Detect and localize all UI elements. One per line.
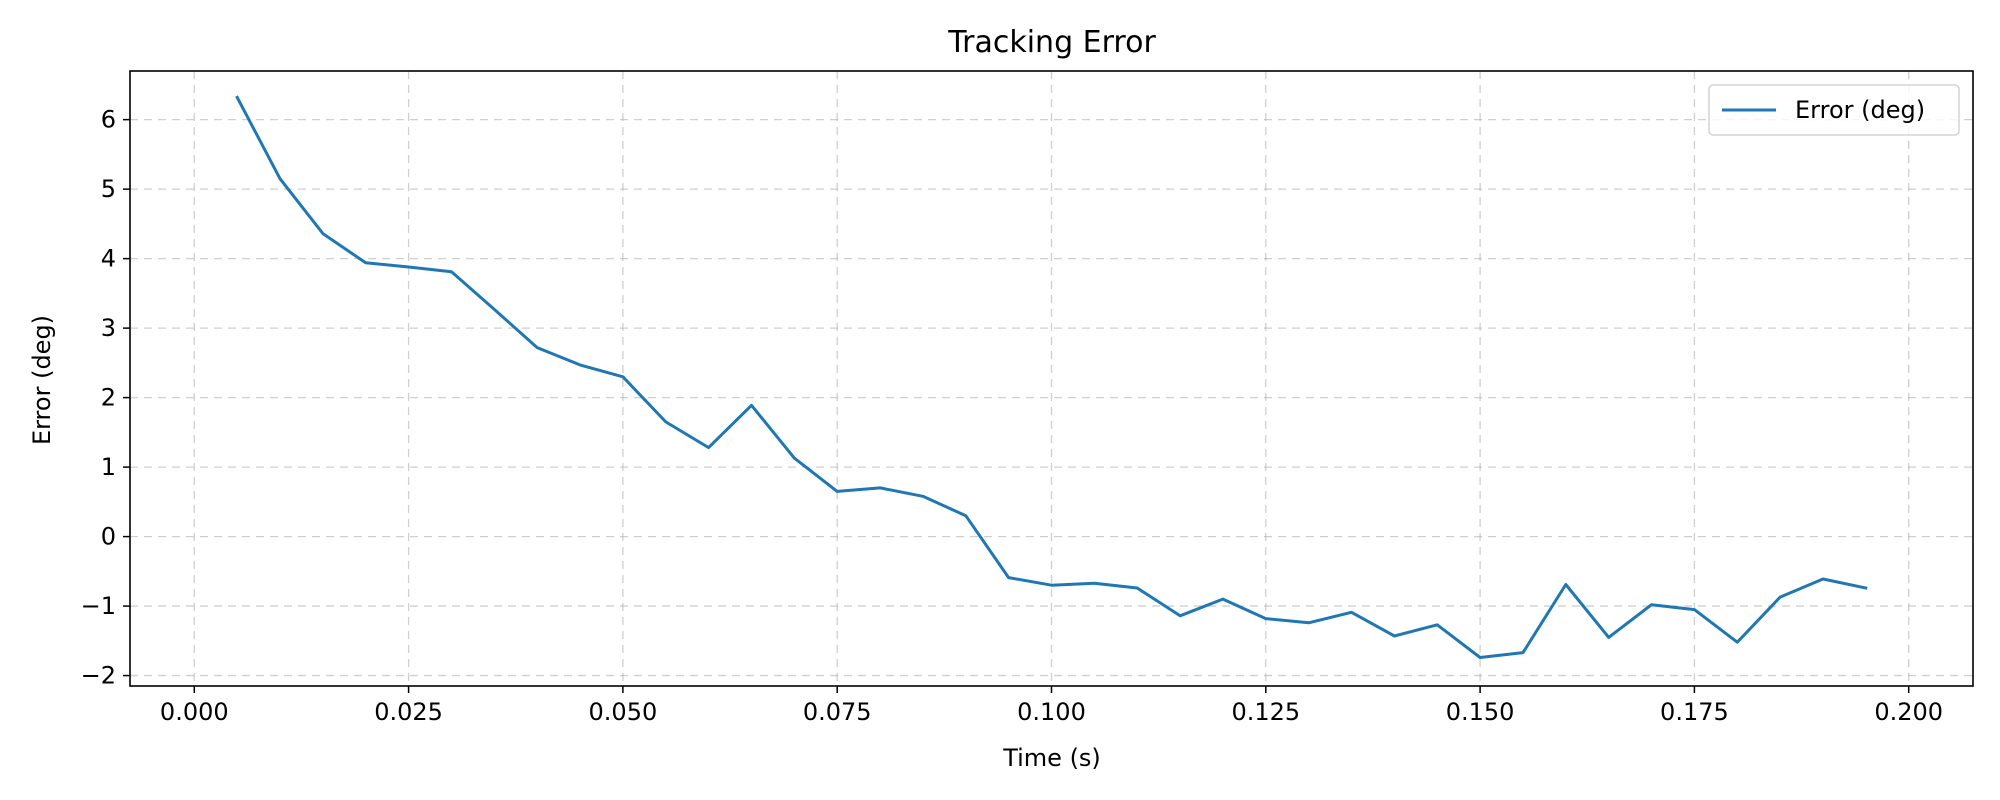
legend: Error (deg) bbox=[1708, 84, 1960, 136]
x-tick-label: 0.075 bbox=[803, 698, 872, 726]
y-tick-label: −1 bbox=[81, 592, 116, 620]
legend-label: Error (deg) bbox=[1795, 96, 1925, 124]
y-tick-label: 2 bbox=[101, 384, 116, 412]
x-tick-label: 0.150 bbox=[1446, 698, 1515, 726]
y-tick-label: 5 bbox=[101, 175, 116, 203]
series-line bbox=[235, 95, 1868, 659]
x-tick-label: 0.025 bbox=[374, 698, 443, 726]
x-tick-label: 0.000 bbox=[160, 698, 229, 726]
y-axis: −2 −1 0 1 2 3 4 5 6 bbox=[81, 106, 130, 690]
x-axis: 0.000 0.025 0.050 0.075 0.100 0.125 0.150 0.175… bbox=[160, 686, 1943, 726]
y-tick-label: 3 bbox=[101, 314, 116, 342]
x-tick-label: 0.125 bbox=[1231, 698, 1300, 726]
y-tick-label: −2 bbox=[81, 662, 116, 690]
y-axis-label: Error (deg) bbox=[28, 315, 56, 445]
series-layer bbox=[235, 95, 1868, 659]
y-tick-label: 0 bbox=[101, 523, 116, 551]
x-tick-label: 0.050 bbox=[589, 698, 658, 726]
x-axis-label: Time (s) bbox=[1002, 744, 1101, 772]
y-tick-label: 4 bbox=[101, 245, 116, 273]
chart-title: Tracking Error bbox=[947, 25, 1156, 60]
x-tick-label: 0.175 bbox=[1660, 698, 1729, 726]
y-tick-label: 1 bbox=[101, 453, 116, 481]
y-tick-label: 6 bbox=[101, 106, 116, 134]
x-tick-label: 0.200 bbox=[1874, 698, 1943, 726]
grid-lines bbox=[130, 71, 1973, 686]
legend-box bbox=[1708, 84, 1960, 136]
x-tick-label: 0.100 bbox=[1017, 698, 1086, 726]
